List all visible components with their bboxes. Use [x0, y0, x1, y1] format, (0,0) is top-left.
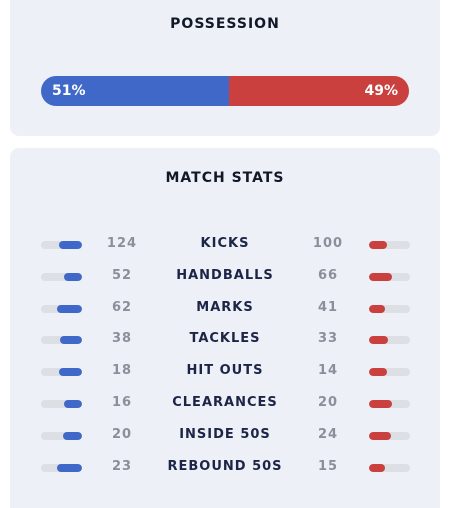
home-stat-fill [59, 241, 82, 249]
home-stat-bar [41, 400, 82, 408]
home-stat-bar [41, 368, 82, 376]
stat-row-marks: 62 MARKS 41 [10, 299, 440, 319]
away-stat-bar [369, 432, 410, 440]
home-stat-value: 18 [111, 363, 133, 378]
possession-away-segment: 49% [228, 76, 409, 106]
away-stat-fill [369, 432, 392, 440]
stat-row-hit-outs: 18 HIT OUTS 14 [10, 362, 440, 382]
home-stat-fill [63, 273, 82, 281]
away-stat-fill [369, 464, 386, 472]
stat-row-handballs: 52 HANDBALLS 66 [10, 267, 440, 287]
possession-home-label: 51% [52, 83, 86, 99]
home-stat-fill [57, 305, 82, 313]
home-stat-fill [58, 368, 82, 376]
away-stat-fill [369, 368, 387, 376]
home-stat-bar [41, 336, 82, 344]
home-stat-fill [60, 336, 82, 344]
away-stat-bar [369, 241, 410, 249]
possession-away-label: 49% [364, 83, 398, 99]
home-stat-bar [41, 432, 82, 440]
match-stats-title: MATCH STATS [165, 170, 285, 186]
stat-label: HANDBALLS [176, 268, 274, 283]
home-stat-fill [57, 464, 82, 472]
possession-home-segment: 51% [41, 76, 229, 106]
possession-card: POSSESSION 51% 49% [10, 0, 440, 136]
away-stat-bar [369, 464, 410, 472]
away-stat-bar [369, 368, 410, 376]
home-stat-value: 62 [111, 300, 133, 315]
away-stat-value: 20 [317, 395, 339, 410]
away-stat-value: 14 [317, 363, 339, 378]
stat-row-kicks: 124 KICKS 100 [10, 235, 440, 255]
away-stat-bar [369, 336, 410, 344]
away-stat-fill [369, 305, 386, 313]
home-stat-fill [63, 400, 82, 408]
home-stat-bar [41, 241, 82, 249]
possession-title: POSSESSION [170, 16, 280, 32]
home-stat-bar [41, 305, 82, 313]
stat-row-inside-50s: 20 INSIDE 50S 24 [10, 426, 440, 446]
stat-label: INSIDE 50S [179, 427, 271, 442]
possession-bar: 51% 49% [41, 76, 409, 106]
home-stat-bar [41, 464, 82, 472]
stat-label: HIT OUTS [186, 363, 264, 378]
match-stats-card: MATCH STATS 124 KICKS 100 52 HANDBALLS 6… [10, 148, 440, 508]
stat-label: KICKS [200, 236, 250, 251]
stat-label: CLEARANCES [172, 395, 278, 410]
stat-row-clearances: 16 CLEARANCES 20 [10, 394, 440, 414]
away-stat-fill [369, 400, 392, 408]
home-stat-bar [41, 273, 82, 281]
home-stat-value: 52 [111, 268, 133, 283]
home-stat-value: 23 [111, 459, 133, 474]
away-stat-fill [369, 336, 389, 344]
home-stat-value: 124 [106, 236, 138, 251]
away-stat-value: 100 [312, 236, 344, 251]
stat-row-rebound-50s: 23 REBOUND 50S 15 [10, 458, 440, 478]
stat-label: TACKLES [189, 331, 261, 346]
away-stat-bar [369, 305, 410, 313]
away-stat-value: 15 [317, 459, 339, 474]
away-stat-value: 24 [317, 427, 339, 442]
home-stat-fill [63, 432, 82, 440]
away-stat-value: 41 [317, 300, 339, 315]
away-stat-value: 33 [317, 331, 339, 346]
home-stat-value: 20 [111, 427, 133, 442]
stat-row-tackles: 38 TACKLES 33 [10, 330, 440, 350]
away-stat-bar [369, 273, 410, 281]
stat-label: MARKS [196, 300, 254, 315]
away-stat-value: 66 [317, 268, 339, 283]
away-stat-bar [369, 400, 410, 408]
home-stat-value: 16 [111, 395, 133, 410]
away-stat-fill [369, 273, 392, 281]
home-stat-value: 38 [111, 331, 133, 346]
away-stat-fill [369, 241, 388, 249]
stat-label: REBOUND 50S [167, 459, 283, 474]
